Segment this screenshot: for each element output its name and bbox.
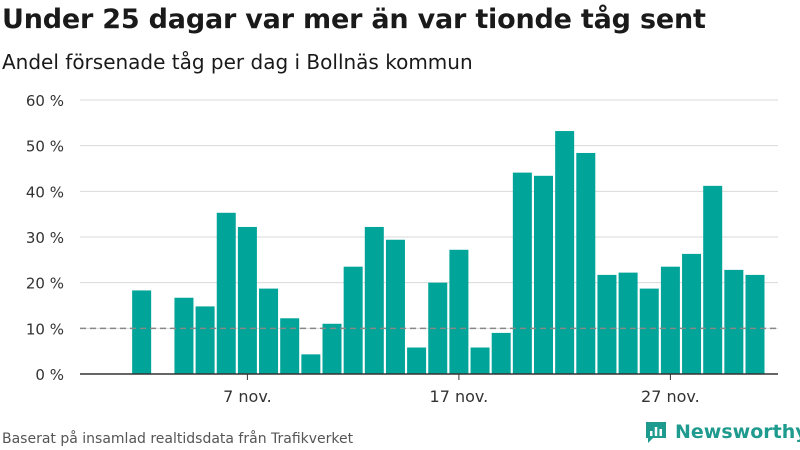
y-axis-ticks: 0 % 10 % 20 % 30 % 40 % 50 % 60 %	[26, 92, 64, 384]
bar	[216, 212, 236, 374]
y-tick-label: 30 %	[26, 229, 64, 247]
bar	[682, 253, 702, 374]
bar	[660, 266, 680, 374]
bar	[618, 272, 638, 374]
bar	[449, 249, 469, 374]
bar	[724, 269, 744, 374]
x-tick-label: 17 nov.	[430, 387, 489, 406]
bar	[703, 185, 723, 374]
bar	[280, 318, 300, 374]
y-tick-label: 60 %	[26, 92, 64, 110]
bars	[132, 131, 765, 374]
bar	[512, 172, 532, 374]
x-axis-ticks: 7 nov. 17 nov. 27 nov.	[223, 374, 700, 406]
chart-subtitle: Andel försenade tåg per dag i Bollnäs ko…	[2, 50, 473, 74]
y-tick-label: 50 %	[26, 138, 64, 156]
bar	[237, 226, 257, 374]
bar	[343, 266, 363, 374]
x-tick-label: 7 nov.	[223, 387, 272, 406]
bar	[259, 288, 279, 374]
brand-name: Newsworthy	[675, 421, 800, 443]
y-tick-label: 0 %	[35, 366, 64, 384]
bar	[491, 332, 511, 374]
bar	[639, 288, 659, 374]
y-tick-label: 40 %	[26, 183, 64, 201]
bar	[534, 175, 553, 374]
bar	[195, 306, 215, 374]
bar	[322, 323, 342, 374]
bar	[174, 297, 194, 374]
y-tick-label: 20 %	[26, 275, 64, 293]
y-tick-label: 10 %	[26, 320, 64, 338]
bar	[428, 282, 448, 374]
bar	[576, 152, 596, 374]
chart-title: Under 25 dagar var mer än var tionde tåg…	[2, 4, 706, 35]
bar	[745, 274, 765, 374]
brand-logo: Newsworthy	[644, 420, 800, 444]
newsworthy-logo-icon	[646, 422, 666, 443]
bar	[385, 239, 405, 374]
bar	[364, 226, 384, 374]
x-tick-label: 27 nov.	[641, 387, 700, 406]
bar	[555, 131, 575, 374]
bar	[301, 354, 321, 374]
bar	[132, 290, 152, 374]
bar	[470, 347, 490, 374]
source-note: Baserat på insamlad realtidsdata från Tr…	[2, 431, 354, 447]
bar	[597, 274, 617, 374]
bar	[407, 347, 427, 374]
